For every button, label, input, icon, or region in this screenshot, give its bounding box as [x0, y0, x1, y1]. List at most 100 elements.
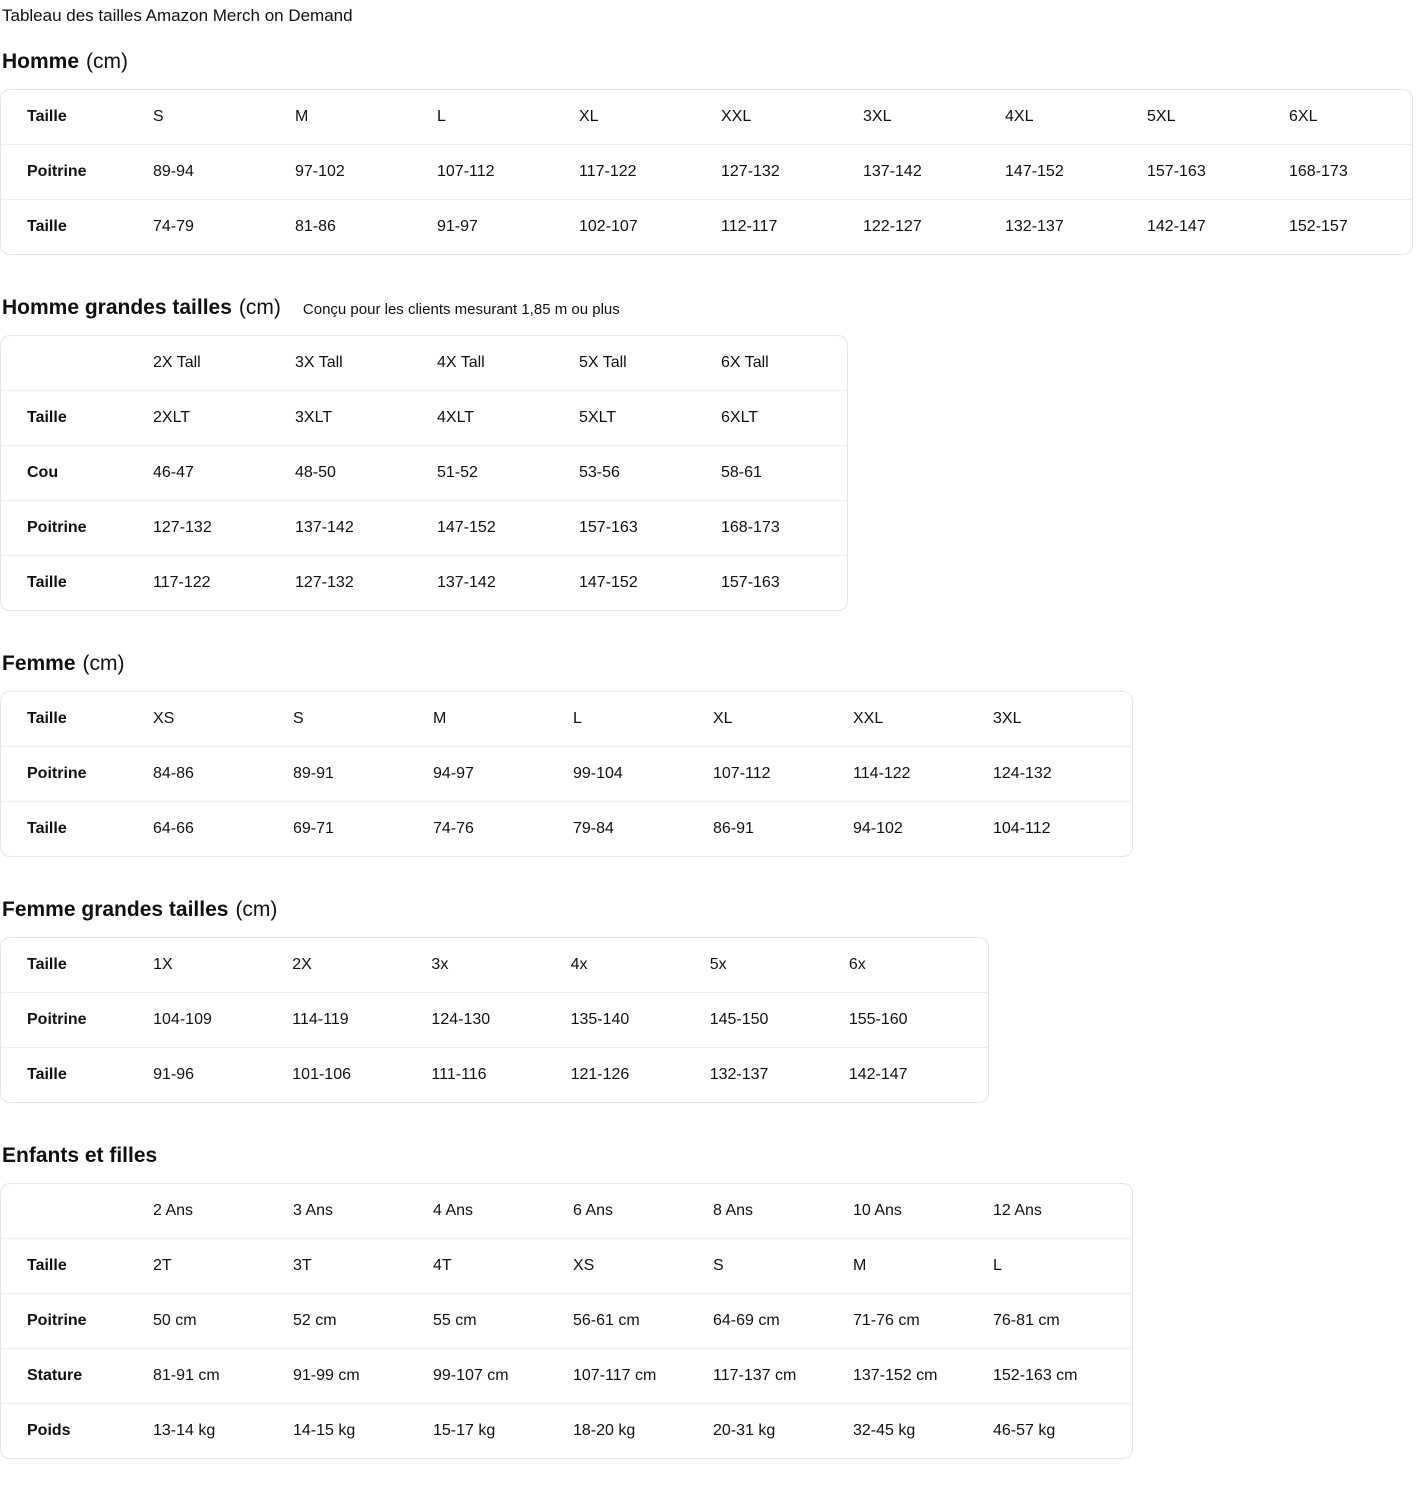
section-unit-homme: (cm) [86, 50, 129, 73]
table-cell: 6XLT [721, 390, 847, 446]
column-header-first: Taille [27, 710, 67, 727]
column-header: XXL [721, 108, 752, 125]
table-cell: 99-104 [573, 746, 713, 802]
table-cell: 91-99 cm [293, 1348, 433, 1404]
column-header: 4x [570, 956, 588, 973]
table-cell: 94-97 [433, 746, 573, 802]
table-cell: 48-50 [295, 445, 437, 501]
column-header: XXL [853, 710, 884, 727]
table-cell: 147-152 [437, 500, 579, 556]
column-header: 2X [292, 956, 312, 973]
page-title: Tableau des tailles Amazon Merch on Dema… [2, 6, 353, 25]
table-cell: 79-84 [573, 801, 713, 856]
table-cell: 91-97 [437, 199, 579, 254]
column-header: 3 Ans [293, 1202, 334, 1219]
row-label: Cou [1, 445, 153, 501]
row-label: Poitrine [1, 746, 153, 802]
section-title-homme: Homme [2, 50, 80, 73]
table-row: Poitrine 89-94 97-102 107-112 117-122 12… [1, 144, 1412, 200]
column-header: 6 Ans [573, 1202, 614, 1219]
column-header: 4X Tall [437, 354, 485, 371]
row-label: Poitrine [1, 992, 154, 1048]
table-cell: 69-71 [293, 801, 433, 856]
column-header: 3XL [993, 710, 1022, 727]
column-header: L [437, 108, 446, 125]
table-cell: 104-112 [993, 801, 1132, 856]
table-cell: 94-102 [853, 801, 993, 856]
section-heading-homme: Homme (cm) [0, 49, 1417, 75]
table-cell: 32-45 kg [853, 1403, 993, 1458]
table-header-row: Taille XS S M L XL XXL 3XL [1, 692, 1132, 747]
column-header: 2X Tall [153, 354, 201, 371]
table-cell: 152-157 [1289, 199, 1412, 254]
row-label: Taille [1, 199, 153, 254]
table-cell: 124-132 [993, 746, 1132, 802]
table-cell: 124-130 [431, 992, 571, 1048]
column-header: XS [153, 710, 175, 727]
section-femme-grandes-tailles: Femme grandes tailles (cm) Taille 1X 2X … [0, 897, 1417, 1103]
table-cell: 157-163 [1147, 144, 1289, 200]
table-cell: 20-31 kg [713, 1403, 853, 1458]
column-header: M [295, 108, 309, 125]
table-cell: 74-79 [153, 199, 295, 254]
table-homme-grandes-tailles: 2X Tall 3X Tall 4X Tall 5X Tall 6X Tall … [1, 336, 847, 610]
table-cell: 112-117 [721, 199, 863, 254]
column-header: S [153, 108, 164, 125]
table-header-row: 2 Ans 3 Ans 4 Ans 6 Ans 8 Ans 10 Ans 12 … [1, 1184, 1132, 1239]
column-header: 2 Ans [153, 1202, 194, 1219]
section-title-femme: Femme [2, 652, 76, 675]
table-header-row: Taille 1X 2X 3x 4x 5x 6x [1, 938, 988, 993]
column-header: S [293, 710, 304, 727]
section-heading-enfants-et-filles: Enfants et filles [0, 1143, 1417, 1169]
table-row: Poids 13-14 kg 14-15 kg 15-17 kg 18-20 k… [1, 1403, 1132, 1458]
table-row: Taille 74-79 81-86 91-97 102-107 112-117… [1, 199, 1412, 254]
section-unit-homme-grandes-tailles: (cm) [238, 296, 281, 319]
table-header-row: 2X Tall 3X Tall 4X Tall 5X Tall 6X Tall [1, 336, 847, 391]
column-header: L [573, 710, 582, 727]
column-header: 1X [153, 956, 173, 973]
table-cell: 157-163 [721, 555, 847, 610]
table-cell: XS [573, 1238, 713, 1294]
table-cell: 2T [153, 1238, 293, 1294]
column-header-first [1, 336, 153, 391]
table-cell: 71-76 cm [853, 1293, 993, 1349]
row-label: Poids [1, 1403, 153, 1458]
table-cell: L [993, 1238, 1132, 1294]
table-cell: 99-107 cm [433, 1348, 573, 1404]
table-row: Stature 81-91 cm 91-99 cm 99-107 cm 107-… [1, 1348, 1132, 1404]
section-title-femme-grandes-tailles: Femme grandes tailles [2, 898, 229, 921]
table-cell: 121-126 [570, 1047, 710, 1102]
table-row: Poitrine 127-132 137-142 147-152 157-163… [1, 500, 847, 556]
table-card-enfants-et-filles: 2 Ans 3 Ans 4 Ans 6 Ans 8 Ans 10 Ans 12 … [0, 1183, 1133, 1459]
table-cell: 132-137 [1005, 199, 1147, 254]
column-header: 10 Ans [853, 1202, 902, 1219]
table-cell: 76-81 cm [993, 1293, 1132, 1349]
row-label: Taille [1, 555, 153, 610]
table-row: Taille 64-66 69-71 74-76 79-84 86-91 94-… [1, 801, 1132, 856]
table-row: Taille 117-122 127-132 137-142 147-152 1… [1, 555, 847, 610]
table-cell: 5XLT [579, 390, 721, 446]
table-row: Cou 46-47 48-50 51-52 53-56 58-61 [1, 445, 847, 501]
table-cell: 145-150 [709, 992, 849, 1048]
table-homme: Taille S M L XL XXL 3XL 4XL 5XL 6XL Poit… [1, 90, 1412, 254]
row-label: Poitrine [1, 144, 153, 200]
section-heading-femme: Femme (cm) [0, 651, 1417, 677]
table-row: Poitrine 104-109 114-119 124-130 135-140… [1, 992, 988, 1048]
table-card-homme: Taille S M L XL XXL 3XL 4XL 5XL 6XL Poit… [0, 89, 1413, 255]
table-cell: 168-173 [1289, 144, 1412, 200]
table-cell: 127-132 [721, 144, 863, 200]
row-label: Taille [1, 1047, 154, 1102]
table-cell: 122-127 [863, 199, 1005, 254]
table-cell: 132-137 [709, 1047, 849, 1102]
table-cell: 86-91 [713, 801, 853, 856]
column-header-first: Taille [27, 108, 67, 125]
section-title-enfants-et-filles: Enfants et filles [2, 1144, 158, 1167]
table-cell: 4T [433, 1238, 573, 1294]
table-cell: 55 cm [433, 1293, 573, 1349]
table-femme: Taille XS S M L XL XXL 3XL Poitrine 84-8… [1, 692, 1132, 856]
size-chart-page: Tableau des tailles Amazon Merch on Dema… [0, 6, 1417, 1459]
row-label: Poitrine [1, 500, 153, 556]
column-header: 3XL [863, 108, 892, 125]
section-homme-grandes-tailles: Homme grandes tailles (cm) Conçu pour le… [0, 295, 1417, 611]
table-cell: 50 cm [153, 1293, 293, 1349]
